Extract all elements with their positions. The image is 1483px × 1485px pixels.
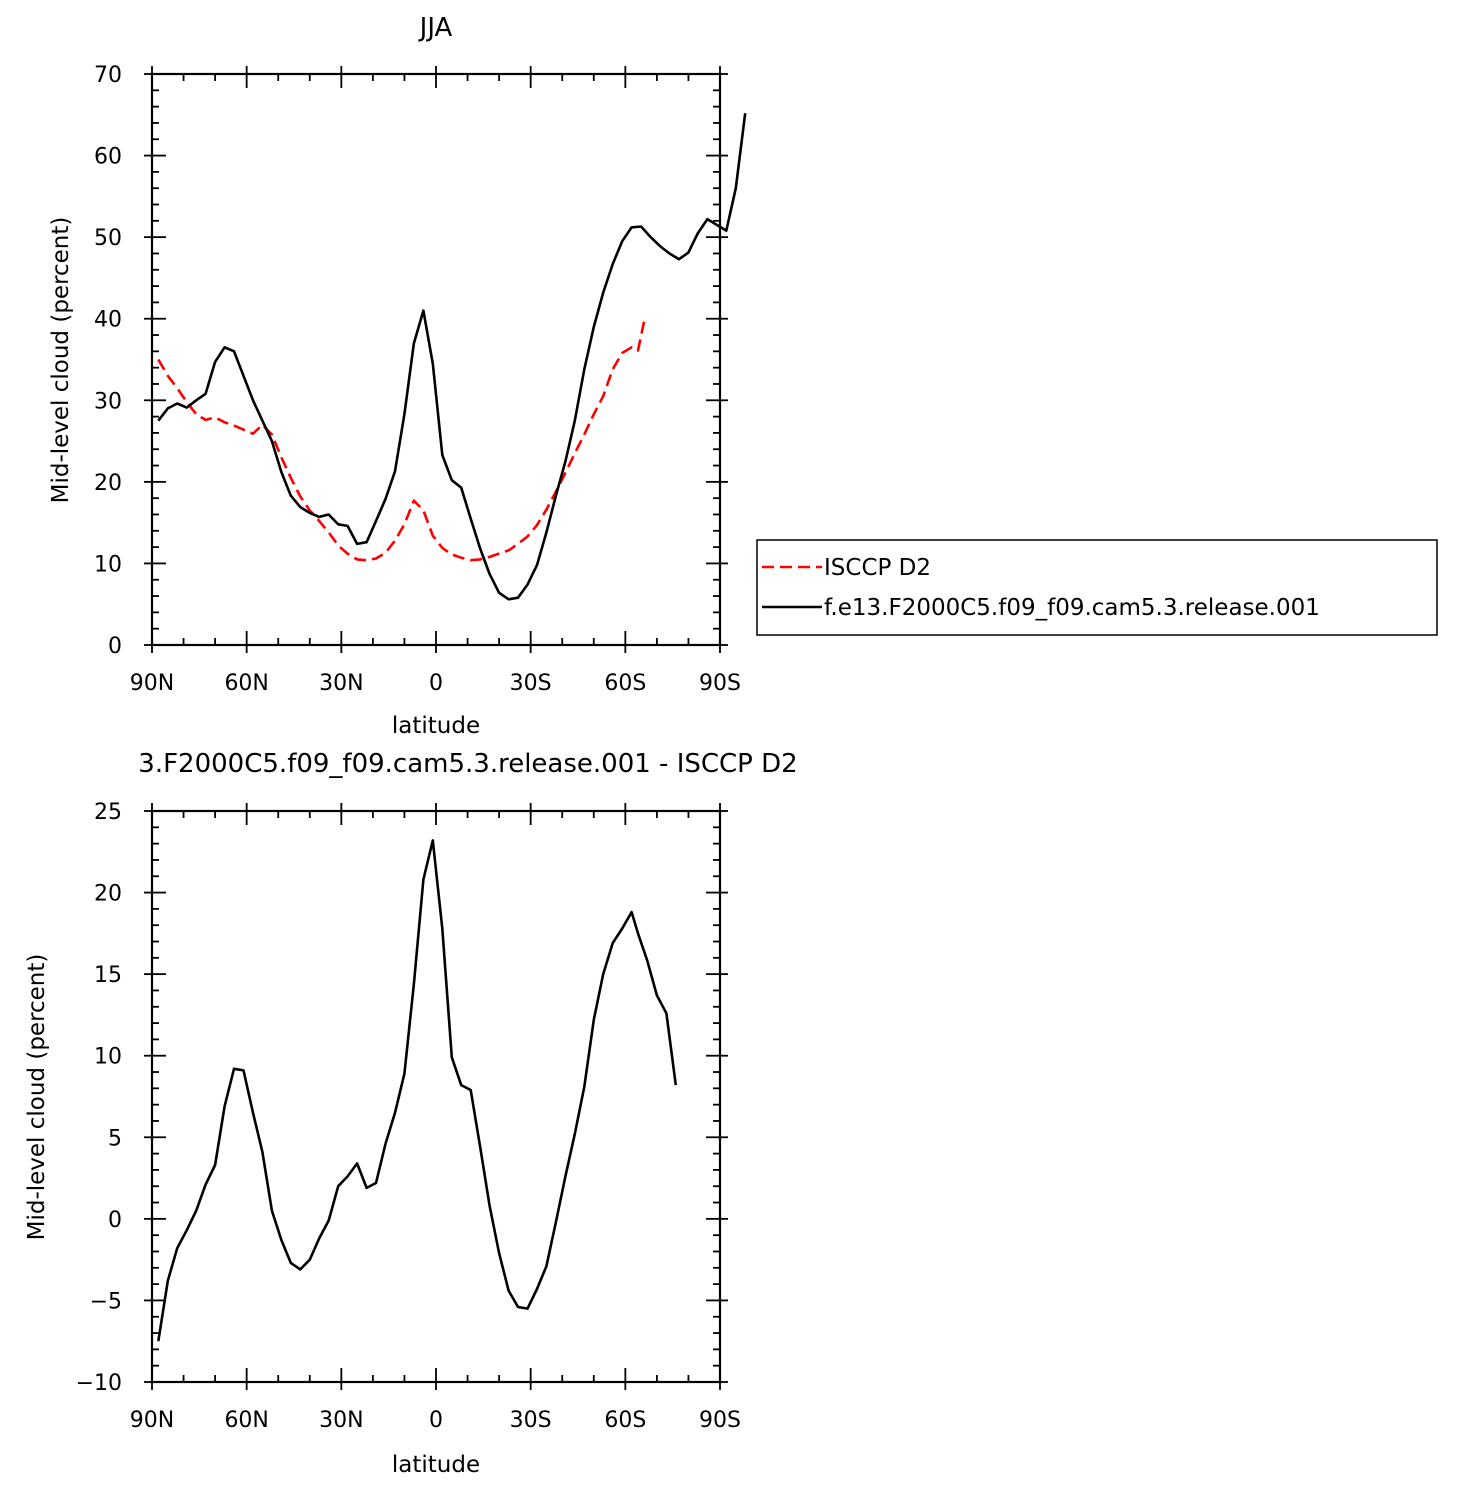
chart-bottom-frame (150, 809, 722, 1384)
chart-bottom: 3.F2000C5.f09_f09.cam5.3.release.001 - I… (24, 749, 798, 1478)
chart-top-title: JJA (418, 13, 453, 43)
chart-bottom-ylabel: Mid-level cloud (percent) (24, 954, 50, 1241)
x-tick-label: 90N (130, 671, 174, 696)
chart-bottom-title: 3.F2000C5.f09_f09.cam5.3.release.001 - I… (138, 749, 797, 779)
x-tick-label: 0 (429, 1408, 443, 1433)
x-tick-label: 90N (130, 1408, 174, 1433)
series-line-0 (157, 320, 646, 562)
legend-label-isccp: ISCCP D2 (824, 555, 931, 581)
x-tick-label: 30N (319, 671, 363, 696)
y-tick-label: 30 (94, 389, 122, 414)
x-tick-label: 0 (429, 671, 443, 696)
chart-top-series (157, 113, 747, 601)
legend-box (756, 539, 1438, 636)
x-tick-label: 30S (510, 1408, 552, 1433)
x-tick-label: 90S (699, 671, 741, 696)
chart-top: JJA 90N 60N 30N 0 30S 60S 90S 0 10 20 30 40 50 60 70 l… (48, 13, 1438, 739)
y-tick-label: 20 (94, 471, 122, 496)
y-tick-label: 40 (94, 308, 122, 333)
chart-top-axes: 90N 60N 30N 0 30S 60S 90S 0 10 20 30 40 50 60 70 (94, 63, 741, 696)
chart-top-legend: ISCCP D2 f.e13.F2000C5.f09_f09.cam5.3.re… (756, 539, 1438, 636)
y-tick-label: 50 (94, 226, 122, 251)
y-tick-label: 25 (94, 800, 122, 825)
series-line-1 (157, 113, 747, 601)
y-tick-label: 15 (94, 963, 122, 988)
chart-bottom-series (157, 839, 678, 1342)
y-tick-label: 0 (108, 1208, 122, 1233)
y-tick-label: 70 (94, 63, 122, 88)
x-tick-label: 60S (604, 1408, 646, 1433)
series-line-0 (157, 839, 678, 1342)
chart-bottom-xlabel: latitude (392, 1452, 480, 1478)
x-tick-label: 60S (604, 671, 646, 696)
y-tick-label: −5 (90, 1289, 122, 1314)
y-tick-label: 10 (94, 1045, 122, 1070)
chart-top-xlabel: latitude (392, 713, 480, 739)
y-tick-label: 20 (94, 882, 122, 907)
y-tick-label: 10 (94, 552, 122, 577)
x-tick-label: 90S (699, 1408, 741, 1433)
y-tick-label: 0 (108, 634, 122, 659)
x-tick-label: 60N (224, 1408, 268, 1433)
chart-top-ylabel: Mid-level cloud (percent) (48, 217, 74, 504)
chart-bottom-axes: 90N 60N 30N 0 30S 60S 90S −10 −5 0 5 10 15 20 25 (76, 800, 741, 1433)
y-tick-label: 5 (108, 1126, 122, 1151)
x-tick-label: 30S (510, 671, 552, 696)
x-tick-label: 30N (319, 1408, 363, 1433)
y-tick-label: 60 (94, 145, 122, 170)
legend-label-model: f.e13.F2000C5.f09_f09.cam5.3.release.001 (824, 595, 1320, 621)
y-tick-label: −10 (76, 1371, 122, 1396)
x-tick-label: 60N (224, 671, 268, 696)
